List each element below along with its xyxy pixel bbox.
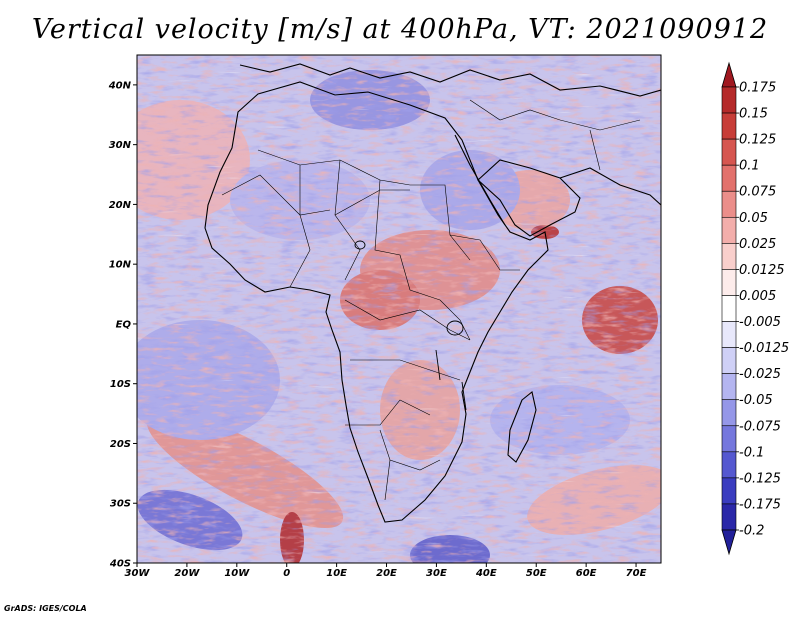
lat-tick-label: 40N [108, 80, 132, 91]
lat-tick-label: EQ [116, 319, 132, 330]
colorbar: 0.175 0.15 0.125 0.1 0.075 0.05 0.025 0.0125 0.0… [721, 61, 789, 556]
colorbar-swatch [721, 295, 737, 322]
lon-tick-label: 10W [224, 568, 250, 579]
lon-tick-label: 0 [283, 568, 290, 579]
lon-tick-label: 20E [376, 568, 397, 579]
colorbar-label: 0.05 [739, 211, 768, 226]
red-sea [454, 134, 506, 226]
map-title: Vertical velocity [m/s] at 400hPa, VT: 2… [31, 14, 769, 45]
lake-malawi [461, 381, 467, 411]
colorbar-label: 0.15 [739, 107, 768, 122]
colorbar-swatch [721, 86, 737, 114]
lakes [354, 240, 467, 411]
lon-tick-label: 30E [426, 568, 447, 579]
colorbar-label: -0.075 [739, 419, 781, 434]
lat-tick-label: 30N [109, 140, 132, 151]
lake-victoria [446, 320, 464, 336]
colorbar-swatch [721, 164, 737, 192]
colorbar-label: 0.025 [739, 237, 776, 252]
colorbar-label: 0.1 [739, 159, 760, 174]
colorbar-label: -0.175 [739, 497, 781, 512]
colorbar-swatch [721, 321, 737, 348]
lat-tick-label: 10N [109, 260, 132, 271]
arabia-coastline [477, 159, 581, 237]
colorbar-swatch [721, 112, 737, 140]
colorbar-label: 0.075 [739, 185, 776, 200]
colorbar-swatch [721, 425, 737, 453]
latitude-axis: 40N 30N 20N 10N EQ 10S 20S 30S 40S [108, 80, 137, 570]
longitude-axis: 30W 20W 10W 0 10E 20E 30E 40E 50E 60E 70E [125, 563, 647, 579]
colorbar-swatch [721, 399, 737, 427]
colorbar-bottom-arrow [721, 529, 737, 556]
colorbar-swatch [721, 477, 737, 505]
colorbar-label: -0.005 [739, 315, 781, 330]
lon-tick-label: 60E [576, 568, 597, 579]
lat-tick-label: 40S [109, 559, 131, 570]
colorbar-swatch [721, 373, 737, 401]
colorbar-label: 0.0125 [739, 263, 785, 278]
colorbar-swatch [721, 216, 737, 244]
colorbar-label: -0.0125 [739, 341, 789, 356]
lake-tanganyika [435, 349, 441, 381]
lon-tick-label: 30W [125, 568, 151, 579]
grads-credit: GrADS: IGES/COLA [4, 604, 87, 613]
lat-tick-label: 20S [110, 439, 131, 450]
madagascar-coastline [507, 391, 537, 463]
lon-tick-label: 20W [174, 568, 200, 579]
colorbar-label: -0.05 [739, 393, 773, 408]
map-frame [136, 54, 662, 564]
coastlines [204, 63, 661, 523]
colorbar-label: -0.125 [739, 471, 781, 486]
colorbar-label: 0.005 [739, 289, 776, 304]
colorbar-swatch [721, 138, 737, 166]
colorbar-swatch [721, 347, 737, 374]
country-borders [221, 99, 641, 501]
lon-tick-label: 40E [475, 568, 497, 579]
colorbar-label: 0.175 [739, 81, 776, 96]
colorbar-label: -0.025 [739, 367, 781, 382]
lake-chad [354, 240, 366, 250]
lon-tick-label: 10E [326, 568, 347, 579]
lat-tick-label: 10S [110, 379, 131, 390]
africa-coastline [204, 81, 549, 523]
lat-tick-label: 20N [109, 200, 132, 211]
lat-tick-label: 30S [110, 499, 131, 510]
colorbar-swatch [721, 243, 737, 270]
colorbar-label: -0.1 [739, 445, 764, 460]
colorbar-swatch [721, 190, 737, 218]
colorbar-label: 0.125 [739, 133, 776, 148]
velocity-field [137, 55, 661, 563]
lon-tick-label: 70E [626, 568, 647, 579]
persia-coastline [559, 167, 661, 206]
colorbar-swatch [721, 451, 737, 479]
colorbar-swatch [721, 503, 737, 531]
lon-tick-label: 50E [526, 568, 547, 579]
colorbar-label: -0.2 [739, 524, 764, 539]
colorbar-swatch [721, 269, 737, 296]
colorbar-top-arrow [721, 61, 737, 88]
europe-coastline [239, 63, 661, 97]
field-streaks [137, 55, 661, 563]
